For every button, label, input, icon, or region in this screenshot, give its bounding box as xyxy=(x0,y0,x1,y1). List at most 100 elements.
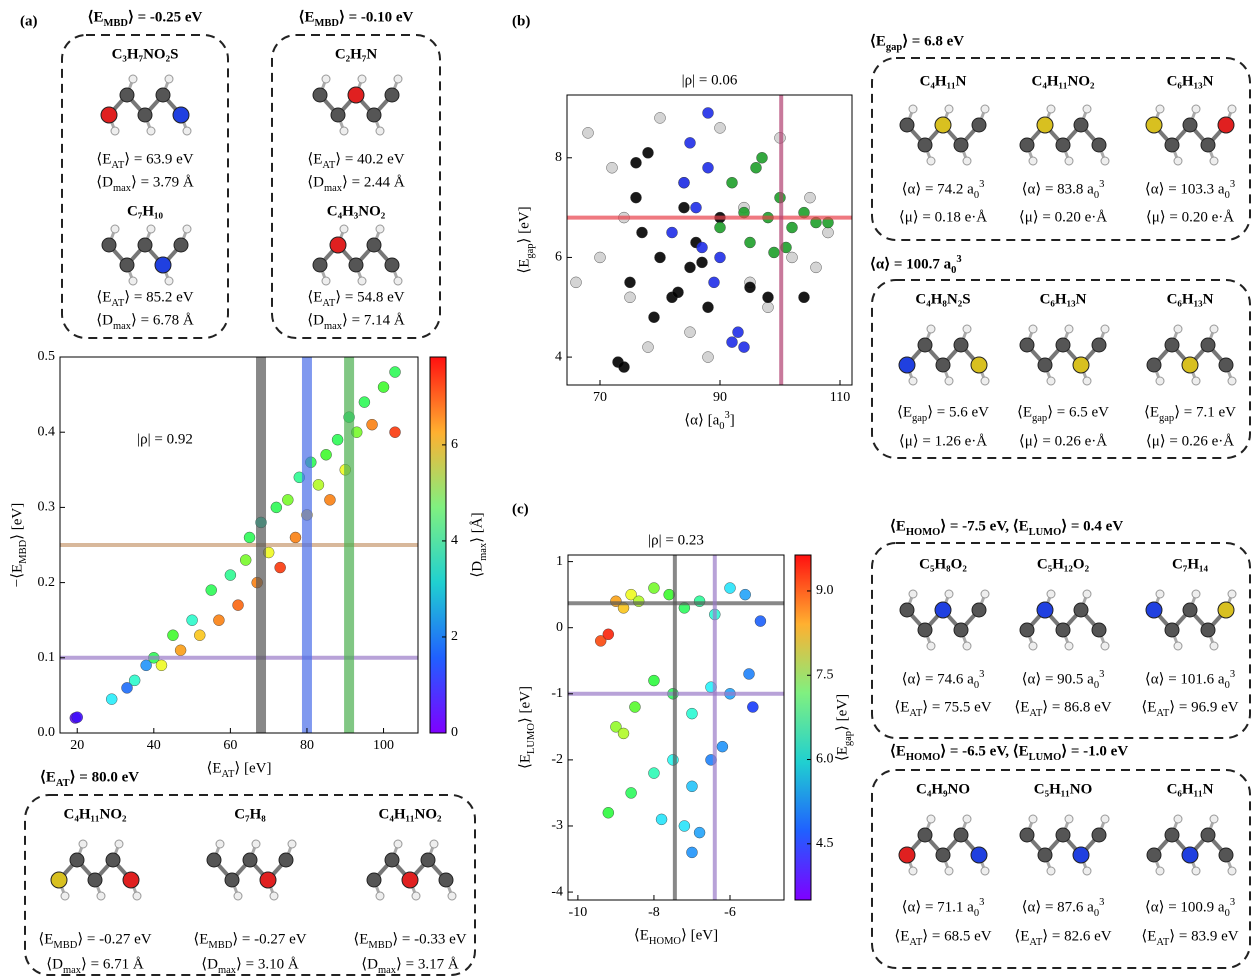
y-tick-label: -2 xyxy=(551,752,563,767)
hydrogen xyxy=(358,277,366,285)
molecule-image xyxy=(313,75,402,135)
point xyxy=(648,675,659,686)
molecule-stat: ⟨EAT⟩ = 86.8 eV xyxy=(1014,699,1111,718)
hydrogen xyxy=(981,867,989,875)
hydrogen xyxy=(1174,815,1182,823)
hydrogen xyxy=(1174,157,1182,165)
molecule-image xyxy=(207,840,296,900)
atom xyxy=(123,872,139,888)
hydrogen xyxy=(1210,815,1218,823)
atom xyxy=(900,603,914,617)
hydrogen xyxy=(1047,590,1055,598)
point xyxy=(733,327,744,338)
atom xyxy=(102,238,116,252)
atom xyxy=(51,872,67,888)
atom xyxy=(971,357,987,373)
atom xyxy=(1201,828,1215,842)
point xyxy=(648,583,659,594)
hydrogen xyxy=(165,75,173,83)
point xyxy=(129,675,140,686)
hydrogen xyxy=(1047,867,1055,875)
x-tick-label: 110 xyxy=(830,390,850,405)
point xyxy=(156,660,167,671)
y-axis-label: ⟨ELUMO⟩ [eV] xyxy=(517,686,536,769)
y-tick-label: -1 xyxy=(551,686,563,701)
molecule-stat: ⟨Egap⟩ = 5.6 eV xyxy=(897,404,989,423)
molecule-formula: C₇H₁₄ xyxy=(1172,556,1208,572)
atom xyxy=(349,258,363,272)
atom xyxy=(120,258,134,272)
box-header: ⟨EMBD⟩ = -0.25 eV xyxy=(88,9,203,28)
hydrogen xyxy=(1156,377,1164,385)
point xyxy=(763,302,774,313)
atom xyxy=(1219,848,1233,862)
hydrogen xyxy=(945,867,953,875)
hydrogen xyxy=(270,892,278,900)
hydrogen xyxy=(448,892,456,900)
point xyxy=(626,787,637,798)
atom xyxy=(385,258,399,272)
point xyxy=(649,312,660,323)
point xyxy=(213,615,224,626)
atom xyxy=(1038,358,1052,372)
molecule-stat: ⟨EAT⟩ = 96.9 eV xyxy=(1141,699,1238,718)
atom xyxy=(1092,338,1106,352)
point xyxy=(603,629,614,640)
y-tick-label: 0 xyxy=(556,620,563,635)
hydrogen xyxy=(945,105,953,113)
molecule-stat: ⟨EMBD⟩ = -0.33 eV xyxy=(353,931,466,950)
point xyxy=(240,555,251,566)
atom xyxy=(1056,338,1070,352)
molecule-stat: ⟨α⟩ = 74.2 a03 xyxy=(902,179,985,201)
molecule-formula: C₄H₁₁NO₂ xyxy=(1032,73,1095,89)
point xyxy=(703,107,714,118)
molecule-stat: ⟨μ⟩ = 1.26 e·Å xyxy=(899,433,987,449)
y-tick-label: -3 xyxy=(551,818,563,833)
box-header: ⟨EHOMO⟩ = -6.5 eV, ⟨ELUMO⟩ = -1.0 eV xyxy=(890,743,1128,762)
hydrogen xyxy=(1083,377,1091,385)
molecule-stat: ⟨α⟩ = 100.9 a03 xyxy=(1145,897,1235,919)
molecule-formula: C₄H₁₁NO₂ xyxy=(64,806,127,822)
hydrogen xyxy=(1065,642,1073,650)
hydrogen xyxy=(430,840,438,848)
colorbar-tick-label: 6.0 xyxy=(816,752,834,767)
molecule-image xyxy=(102,225,191,285)
molecule-formula: C₆H₁₃N xyxy=(1040,291,1087,307)
molecule-stat: ⟨μ⟩ = 0.18 e·Å xyxy=(899,209,987,225)
molecule-formula: C₄H₉NO xyxy=(916,781,970,797)
point xyxy=(106,694,117,705)
atom xyxy=(88,873,102,887)
hydrogen xyxy=(963,157,971,165)
molecule-formula: C₆H₁₁N xyxy=(1167,781,1214,797)
hydrogen xyxy=(1156,590,1164,598)
atom xyxy=(1165,828,1179,842)
molecule-stat: ⟨EAT⟩ = 75.5 eV xyxy=(894,699,991,718)
molecule-image xyxy=(1146,105,1236,165)
atom xyxy=(1056,623,1070,637)
molecule-formula: C₅H₈O₂ xyxy=(919,556,967,572)
hydrogen xyxy=(945,377,953,385)
point xyxy=(167,630,178,641)
point xyxy=(740,589,751,600)
point xyxy=(811,262,822,273)
hydrogen xyxy=(322,75,330,83)
x-tick-label: 40 xyxy=(147,738,161,753)
atom xyxy=(385,88,399,102)
box-header: ⟨EAT⟩ = 80.0 eV xyxy=(40,769,139,788)
point xyxy=(725,583,736,594)
point xyxy=(390,367,401,378)
atom xyxy=(918,623,932,637)
molecule-stat: ⟨EAT⟩ = 40.2 eV xyxy=(307,151,404,170)
hydrogen xyxy=(252,840,260,848)
atom xyxy=(1092,828,1106,842)
hydrogen xyxy=(376,892,384,900)
molecule-image xyxy=(1147,325,1236,385)
point xyxy=(378,382,389,393)
atom xyxy=(138,238,152,252)
molecule-stat: ⟨Dmax⟩ = 6.71 Å xyxy=(46,956,144,975)
atom xyxy=(935,602,951,618)
atom xyxy=(1201,623,1215,637)
molecule-stat: ⟨α⟩ = 101.6 a03 xyxy=(1145,669,1235,691)
x-axis-label: ⟨EAT⟩ [eV] xyxy=(207,760,272,779)
point xyxy=(703,302,714,313)
